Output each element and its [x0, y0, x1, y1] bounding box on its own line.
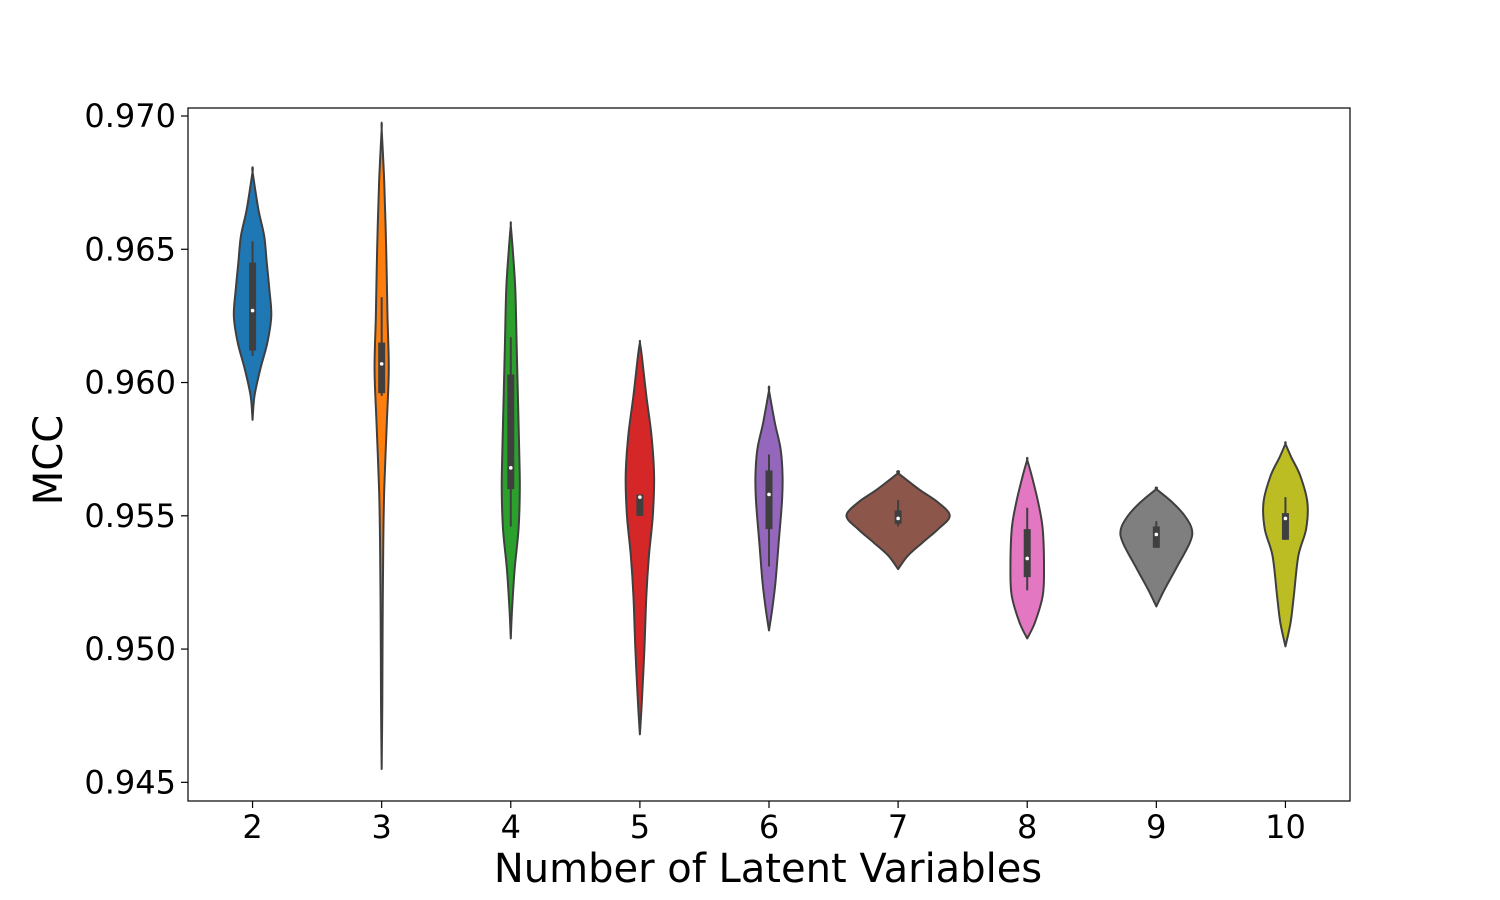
- violin-iqr-box-8: [1023, 529, 1031, 578]
- violin-body-5: [624, 339, 656, 736]
- violin-iqr-box-10: [1281, 513, 1289, 540]
- y-axis-label: MCC: [26, 415, 72, 505]
- violin-median-6: [767, 492, 771, 497]
- violin-median-5: [638, 495, 642, 499]
- x-tick-label: 5: [630, 808, 650, 846]
- violin-median-7: [896, 516, 900, 521]
- x-tick-label: 3: [371, 808, 391, 846]
- violin-iqr-box-5: [636, 494, 644, 516]
- violin-median-10: [1283, 516, 1288, 521]
- y-tick-label: 0.965: [84, 230, 176, 268]
- violin-median-3: [379, 362, 384, 366]
- y-axis-ticks: 0.945 0.950 0.955 0.960 0.965 0.970: [84, 97, 188, 801]
- y-tick-label: 0.960: [84, 364, 176, 402]
- x-tick-label: 7: [888, 808, 908, 846]
- violin-iqr-box-9: [1152, 526, 1160, 548]
- y-tick-label: 0.955: [84, 497, 176, 535]
- x-tick-label: 10: [1265, 808, 1306, 846]
- violin-iqr-box-3: [378, 342, 386, 394]
- violin-median-8: [1025, 556, 1030, 561]
- x-axis-ticks: 2 3 4 5 6 7 8 9 10: [242, 801, 1306, 846]
- x-tick-label: 4: [501, 808, 521, 846]
- violin-median-2: [250, 308, 255, 313]
- violin-iqr-box-4: [507, 374, 515, 490]
- x-tick-label: 2: [242, 808, 262, 846]
- violin-body-3: [373, 121, 390, 771]
- x-tick-label: 8: [1017, 808, 1037, 846]
- y-tick-label: 0.945: [84, 763, 176, 801]
- x-tick-label: 9: [1146, 808, 1166, 846]
- violin-median-4: [508, 466, 513, 470]
- violin-iqr-box-6: [765, 470, 773, 530]
- violin-median-9: [1154, 532, 1159, 537]
- y-tick-label: 0.970: [84, 97, 176, 135]
- violin-iqr-box-2: [249, 262, 257, 351]
- violins-group: [232, 121, 1309, 771]
- violin-body-10: [1262, 441, 1309, 648]
- x-tick-label: 6: [759, 808, 779, 846]
- x-axis-label: Number of Latent Variables: [494, 846, 1042, 892]
- y-tick-label: 0.950: [84, 630, 176, 668]
